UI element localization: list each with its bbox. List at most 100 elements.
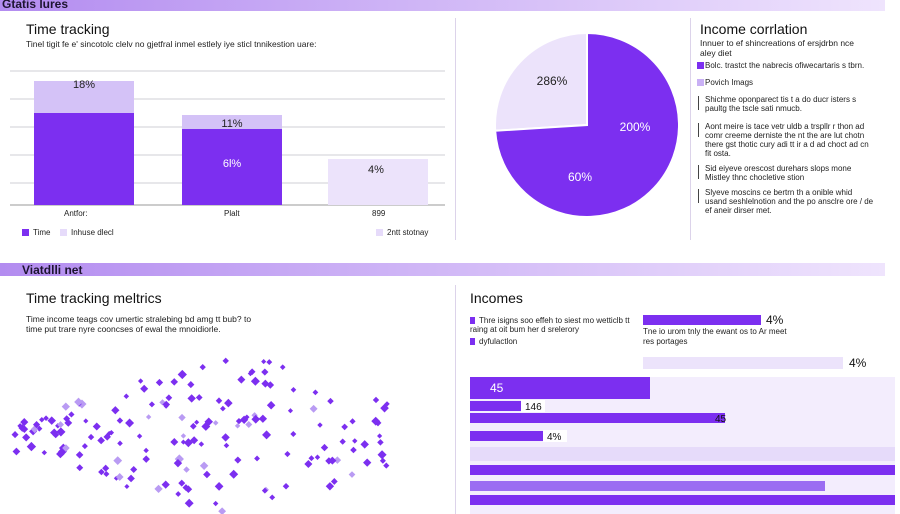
legend-inhuse-swatch [60, 229, 67, 237]
incomes-legend-swatch-1 [470, 317, 475, 325]
scatter-point-91 [212, 500, 219, 507]
scatter-point-136 [39, 417, 45, 423]
scatter-point-10 [145, 414, 152, 420]
inc-top-bar-0 [643, 315, 761, 325]
inc-bar-3 [470, 431, 565, 441]
bar-label-3: 4% [368, 164, 384, 176]
scatter-point-105 [377, 450, 387, 460]
scatter-point-31 [36, 425, 43, 432]
incomes-legend-1: Thre isigns soo effeh to siest mo wettic… [470, 316, 630, 334]
scatter-point-20 [222, 357, 229, 365]
scatter-point-138 [330, 478, 338, 485]
bar-chart-bars [34, 81, 428, 205]
scatter-point-146 [383, 462, 390, 469]
corr-note-3: Sid eiyeve orescost durehars slops mone … [698, 164, 875, 182]
scatter-point-9 [220, 405, 226, 412]
scatter-point-78 [187, 381, 195, 389]
bar-label-0: 18% [73, 79, 95, 91]
scatter-point-8 [76, 464, 84, 472]
corr-legend-swatch-2 [697, 79, 704, 86]
scatter-point-81 [11, 431, 19, 439]
scatter-point-69 [377, 439, 384, 446]
scatter-point-117 [97, 436, 105, 445]
scatter-point-100 [50, 428, 59, 437]
scatter-point-2 [235, 418, 243, 425]
scatter-point-111 [12, 447, 21, 456]
scatter-point-135 [140, 384, 149, 393]
pie-slices [494, 31, 680, 218]
scatter-point-30 [199, 364, 206, 371]
scatter-point-19 [363, 458, 372, 467]
corr-note-4-marker [698, 189, 699, 203]
scatter-point-80 [234, 456, 242, 464]
scatter-point-85 [333, 456, 342, 464]
scatter-point-163 [314, 454, 321, 460]
scatter-point-109 [143, 447, 149, 454]
corr-note-2-marker [698, 123, 699, 137]
scatter-point-37 [41, 449, 48, 456]
scatter-point-1 [180, 433, 187, 439]
scatter-point-127 [325, 482, 335, 491]
scatter-point-162 [204, 417, 214, 427]
scatter-point-97 [245, 420, 253, 428]
scatter-point-148 [47, 416, 56, 425]
scatter-point-32 [312, 389, 319, 396]
scatter-point-29 [214, 481, 224, 491]
corr-note-2-text: Aont meire is tace vetr uldb a trspllr r… [705, 122, 869, 158]
scatter-point-121 [279, 364, 286, 370]
divider-top-right [690, 18, 691, 240]
metrics-title: Time tracking meltrics [26, 290, 162, 306]
scatter-point-147 [309, 404, 318, 413]
scatter-point-7 [170, 437, 179, 446]
scatter-point-17 [111, 406, 120, 415]
scatter-point-16 [178, 479, 186, 487]
scatter-point-96 [187, 394, 196, 403]
corr-note-1-text: Shichme oponparect tis t a do ducr ister… [705, 95, 857, 113]
scatter-point-116 [124, 483, 130, 490]
scatter-point-150 [190, 436, 199, 445]
scatter-point-41 [262, 430, 272, 440]
incomes-bar-chart: 4% 4% 45 146 45 4% [470, 313, 895, 514]
scatter-point-169 [304, 459, 313, 468]
incomes-legend-2: dyfulactlon [470, 337, 517, 346]
scatter-point-33 [248, 368, 256, 376]
legend-inhuse-label: Inhuse dlecl [71, 228, 114, 237]
scatter-point-125 [159, 399, 166, 406]
scatter-point-104 [173, 458, 183, 468]
bar-inhuse-2 [328, 159, 428, 205]
pie-slice-1 [494, 31, 680, 218]
bar-chart-labels: Antfor: Plalt 899 18% 11% 6l% 4% [64, 79, 386, 218]
time-tracking-subtitle: Tinel tigit fe e' sincotolc clelv no gje… [26, 39, 317, 49]
bar-time-1 [182, 129, 282, 205]
inc-bar-4 [470, 465, 895, 475]
scatter-point-167 [339, 438, 346, 445]
scatter-point-139 [250, 376, 260, 386]
scatter-point-142 [282, 482, 290, 490]
corr-legend-item-1: Bolc. trastct the nabrecis ofiwecartaris… [697, 61, 875, 70]
inc-bar-light [470, 447, 895, 461]
inc-bar-5 [470, 481, 825, 491]
scatter-point-82 [247, 370, 254, 377]
divider-bottom [455, 285, 456, 514]
time-tracking-bar-chart: Antfor: Plalt 899 18% 11% 6l% 4% [10, 70, 445, 218]
scatter-point-59 [165, 394, 173, 402]
scatter-point-102 [287, 408, 294, 414]
inc-label-3: 4% [547, 432, 562, 443]
scatter-point-99 [308, 455, 315, 462]
corr-legend-swatch-1 [697, 62, 704, 69]
scatter-point-26 [20, 418, 29, 427]
inc-label-2: 45 [715, 414, 727, 425]
scatter-point-134 [68, 411, 75, 418]
scatter-point-62 [290, 430, 297, 437]
scatter-point-76 [31, 425, 38, 433]
pie-label-1: 200% [620, 120, 651, 134]
top-banner-title: Gtatis lures [2, 0, 69, 11]
mid-banner [0, 263, 885, 276]
scatter-point-64 [317, 422, 323, 428]
scatter-point-161 [175, 491, 182, 497]
scatter-point-50 [87, 433, 95, 441]
mid-banner-title: Viatdlli net [22, 263, 83, 277]
incomes-legend-label-2: dyfulactlon [479, 337, 518, 346]
scatter-point-95 [350, 446, 357, 454]
scatter-point-84 [74, 397, 83, 407]
